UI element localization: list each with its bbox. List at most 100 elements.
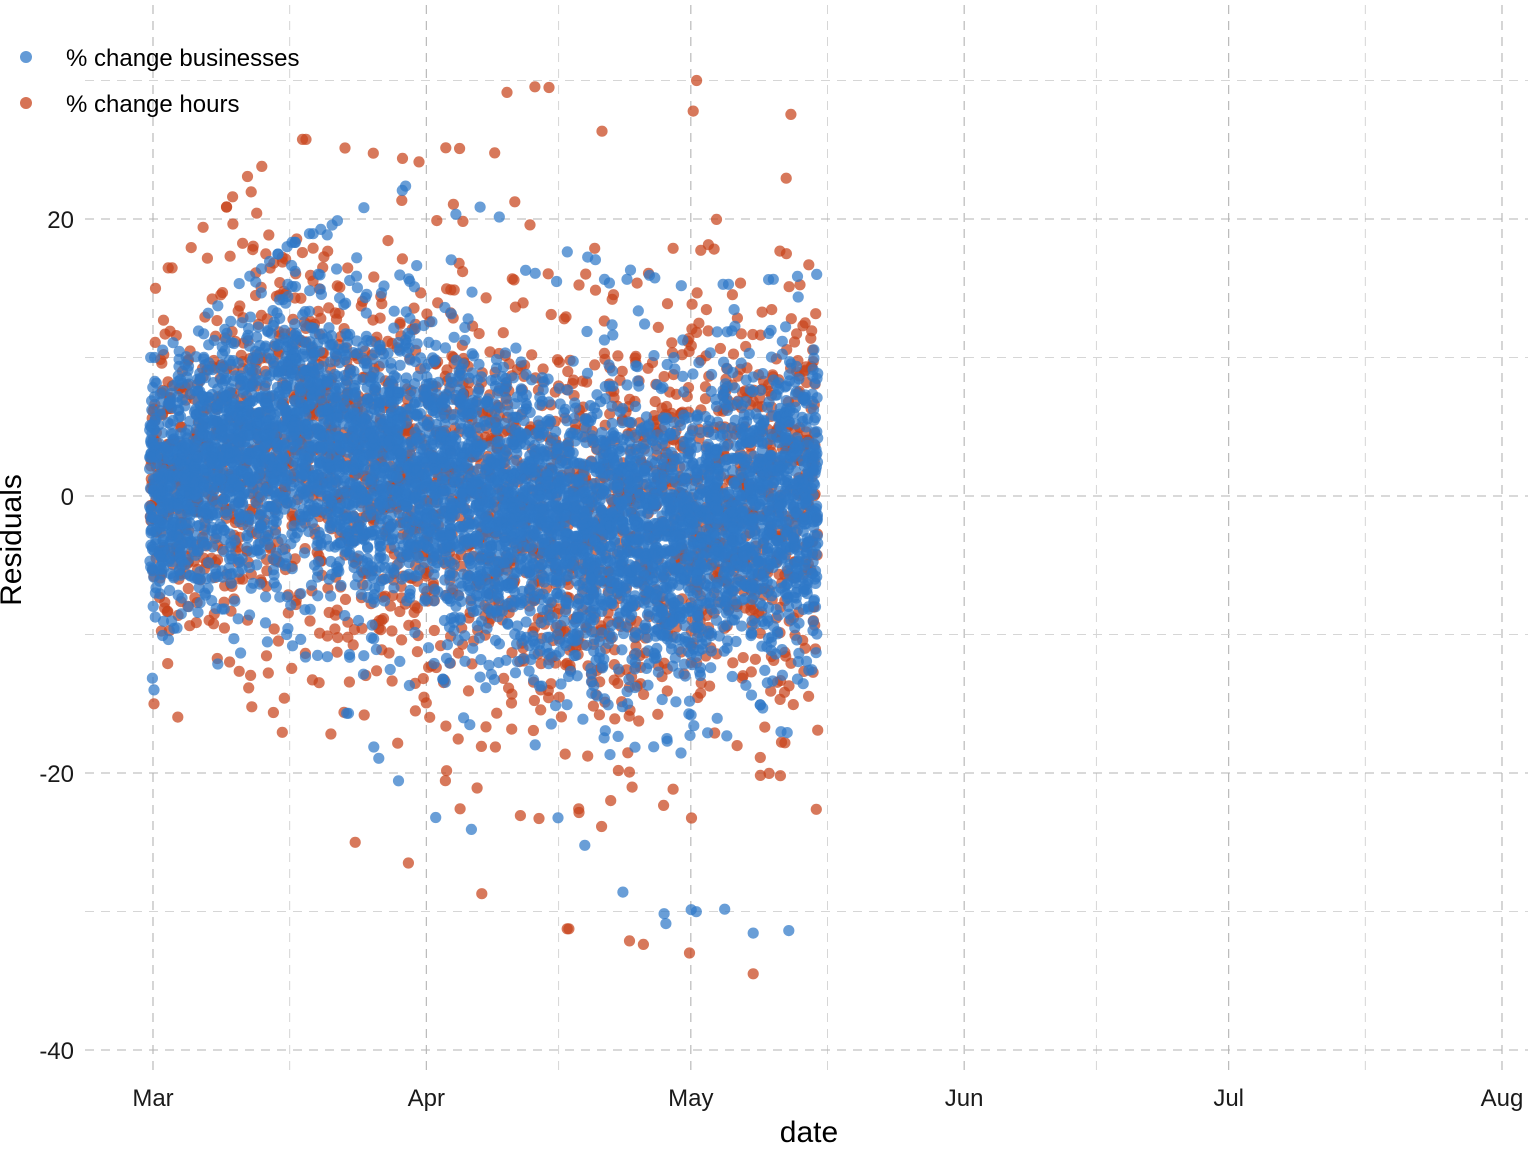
point	[366, 619, 378, 631]
point	[778, 686, 791, 698]
point	[517, 297, 529, 309]
point	[368, 596, 380, 608]
point	[148, 698, 160, 710]
point	[263, 229, 275, 241]
point	[440, 720, 452, 732]
point	[267, 553, 279, 565]
point	[183, 601, 195, 613]
point	[258, 441, 270, 453]
point	[348, 365, 360, 377]
point	[441, 639, 453, 651]
point	[304, 603, 316, 615]
point	[252, 321, 264, 333]
point	[268, 577, 280, 589]
point	[439, 775, 451, 787]
point	[791, 328, 803, 340]
point	[427, 555, 439, 567]
point	[806, 325, 818, 337]
point	[334, 281, 346, 293]
point	[631, 277, 643, 289]
point	[267, 706, 279, 719]
point	[304, 615, 316, 627]
point	[225, 541, 237, 553]
point	[440, 142, 452, 154]
point	[424, 711, 436, 723]
point	[462, 685, 475, 697]
point	[212, 658, 224, 670]
point	[314, 269, 326, 281]
point	[147, 600, 159, 613]
point	[329, 382, 341, 394]
point	[394, 359, 406, 371]
point	[810, 308, 822, 320]
point	[714, 342, 727, 355]
point	[325, 728, 337, 740]
point	[159, 596, 171, 608]
point	[286, 662, 298, 675]
point	[146, 672, 158, 684]
point	[652, 708, 664, 720]
point	[144, 419, 156, 431]
point	[235, 647, 247, 659]
point	[313, 677, 325, 689]
point	[537, 363, 549, 375]
point	[616, 365, 628, 377]
point	[373, 371, 385, 384]
point	[293, 480, 306, 493]
point	[562, 365, 574, 378]
point	[201, 252, 213, 264]
point	[296, 247, 308, 259]
point	[207, 541, 219, 553]
point	[408, 281, 420, 293]
point	[403, 679, 415, 692]
point	[233, 553, 245, 566]
point	[612, 764, 625, 777]
point	[409, 426, 421, 438]
point	[332, 632, 344, 644]
point	[411, 646, 423, 658]
point	[702, 325, 714, 337]
point	[330, 313, 343, 325]
point	[667, 783, 679, 795]
point	[727, 657, 739, 669]
point	[683, 947, 696, 959]
point	[295, 468, 308, 480]
point	[289, 236, 301, 248]
point	[162, 494, 174, 506]
point	[269, 409, 281, 421]
point	[339, 610, 351, 622]
point	[382, 347, 394, 359]
point	[545, 308, 557, 321]
point	[216, 603, 228, 615]
point	[289, 318, 301, 330]
point	[386, 625, 398, 637]
point	[454, 142, 466, 155]
point	[165, 428, 177, 440]
point	[505, 697, 518, 709]
point	[179, 400, 191, 412]
point	[339, 593, 352, 606]
point	[162, 545, 174, 557]
point	[339, 142, 351, 154]
point	[426, 316, 438, 328]
point	[250, 497, 262, 509]
point	[255, 548, 267, 560]
point	[428, 356, 440, 368]
point	[596, 820, 608, 833]
point	[162, 658, 174, 670]
point	[331, 263, 343, 275]
point	[783, 281, 795, 293]
point	[666, 337, 678, 349]
point	[563, 923, 575, 935]
point	[430, 339, 442, 351]
point	[314, 345, 326, 357]
point	[245, 186, 257, 198]
point	[298, 547, 311, 559]
point	[480, 721, 492, 733]
point	[413, 156, 425, 168]
point	[144, 451, 156, 463]
point	[329, 488, 341, 500]
point	[299, 651, 312, 663]
point	[454, 803, 466, 815]
point	[148, 684, 160, 696]
